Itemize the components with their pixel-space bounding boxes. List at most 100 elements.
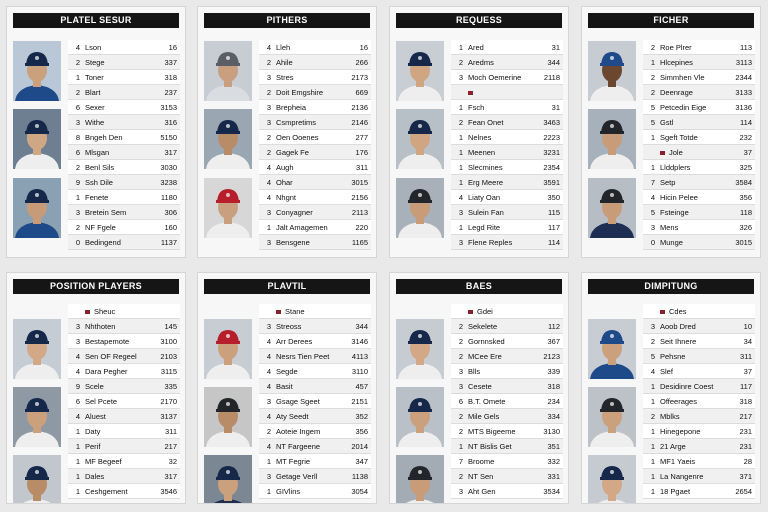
player-photo[interactable] (396, 41, 444, 101)
list-item[interactable]: 5 Pehsne 311 (643, 349, 755, 364)
player-photo[interactable] (204, 387, 252, 447)
list-item[interactable]: 3 Moch Oemerine 2118 (451, 70, 563, 85)
list-item[interactable]: 3 Nhthoten 145 (68, 319, 180, 334)
list-item[interactable]: 1 Jalt Amagemen 220 (259, 220, 371, 235)
list-item[interactable]: 1 Fenete 1180 (68, 190, 180, 205)
list-item[interactable]: 3 Bretein Sem 306 (68, 205, 180, 220)
list-item[interactable]: 3 Brepheia 2136 (259, 100, 371, 115)
list-item[interactable]: 2 Ahile 266 (259, 55, 371, 70)
list-item[interactable]: 2 NF Fgele 160 (68, 220, 180, 235)
list-item[interactable]: 3 Mens 326 (643, 220, 755, 235)
list-item[interactable]: Gdei (451, 304, 563, 319)
list-item[interactable]: 4 Liaty Oan 350 (451, 190, 563, 205)
list-item[interactable]: 4 Sen OF Regeel 2103 (68, 349, 180, 364)
list-item[interactable]: 2 Aoteie Ingem 356 (259, 424, 371, 439)
list-item[interactable]: 8 Bngeh Den 5150 (68, 130, 180, 145)
list-item[interactable]: 4 Aluest 3137 (68, 409, 180, 424)
player-photo[interactable] (588, 41, 636, 101)
list-item[interactable]: 1 Slecmines 2354 (451, 160, 563, 175)
list-item[interactable]: Stane (259, 304, 371, 319)
list-item[interactable]: 2 Oen Ooenes 277 (259, 130, 371, 145)
list-item[interactable]: 3 Withe 316 (68, 115, 180, 130)
list-item[interactable]: 0 Munge 3015 (643, 235, 755, 250)
list-item[interactable]: 1 GIVlins 3054 (259, 484, 371, 499)
list-item[interactable]: 7 Setp 3584 (643, 175, 755, 190)
list-item[interactable]: 3 Cesete 318 (451, 379, 563, 394)
list-item[interactable]: 6 B.T. Omete 234 (451, 394, 563, 409)
list-item[interactable]: 2 Deenrage 3133 (643, 85, 755, 100)
list-item[interactable]: 1 Offeerages 318 (643, 394, 755, 409)
list-item[interactable]: 4 Aty Seedt 352 (259, 409, 371, 424)
player-photo[interactable] (396, 455, 444, 503)
list-item[interactable]: 1 Legd Rite 117 (451, 220, 563, 235)
list-item[interactable]: 4 Lson 16 (68, 40, 180, 55)
list-item[interactable]: 3 Sulein Fan 115 (451, 205, 563, 220)
list-item[interactable]: 2 Mile Gels 334 (451, 409, 563, 424)
list-item[interactable]: 3 Flene Reples 114 (451, 235, 563, 250)
list-item[interactable]: 1 Desidinre Coest 117 (643, 379, 755, 394)
list-item[interactable]: 3 Conyagner 2113 (259, 205, 371, 220)
list-item[interactable]: Jole 37 (643, 145, 755, 160)
list-item[interactable]: 2 Sekelete 112 (451, 319, 563, 334)
list-item[interactable]: 3 Streoss 344 (259, 319, 371, 334)
list-item[interactable]: 2 Benl Sils 3030 (68, 160, 180, 175)
list-item[interactable]: 1 Ceshgement 3546 (68, 484, 180, 499)
list-item[interactable]: 1 Nelnes 2223 (451, 130, 563, 145)
list-item[interactable]: 5 Gstl 114 (643, 115, 755, 130)
list-item[interactable]: 4 Slef 37 (643, 364, 755, 379)
player-photo[interactable] (396, 387, 444, 447)
list-item[interactable]: 1 La Nangenre 371 (643, 469, 755, 484)
list-item[interactable]: 2 NT Sen 331 (451, 469, 563, 484)
list-item[interactable]: 1 MT Fegrie 347 (259, 454, 371, 469)
player-photo[interactable] (204, 178, 252, 238)
list-item[interactable]: 1 Erg Meere 3591 (451, 175, 563, 190)
list-item[interactable]: 3 Aht Gen 3534 (451, 484, 563, 499)
player-photo[interactable] (204, 109, 252, 169)
list-item[interactable]: 1 Hinegepone 231 (643, 424, 755, 439)
list-item[interactable]: 1 Ared 31 (451, 40, 563, 55)
list-item[interactable]: 2 Fean Onet 3463 (451, 115, 563, 130)
list-item[interactable]: 1 Sgeft Totde 232 (643, 130, 755, 145)
list-item[interactable]: 2 Aredms 344 (451, 55, 563, 70)
player-photo[interactable] (396, 319, 444, 379)
list-item[interactable]: 2 MCee Ere 2123 (451, 349, 563, 364)
list-item[interactable]: 2 Simmhen Vle 2344 (643, 70, 755, 85)
list-item[interactable]: 3 Blls 339 (451, 364, 563, 379)
list-item[interactable]: 1 Perif 217 (68, 439, 180, 454)
list-item[interactable]: 1 NT Bislis Get 351 (451, 439, 563, 454)
list-item[interactable]: 2 Gagek Fe 176 (259, 145, 371, 160)
list-item[interactable]: 2 Roe Plrer 113 (643, 40, 755, 55)
player-photo[interactable] (588, 109, 636, 169)
list-item[interactable]: 4 Segde 3110 (259, 364, 371, 379)
list-item[interactable]: 6 Sexer 3153 (68, 100, 180, 115)
list-item[interactable]: 1 Fsch 31 (451, 100, 563, 115)
list-item[interactable]: 2 Doit Emgshire 669 (259, 85, 371, 100)
player-photo[interactable] (204, 319, 252, 379)
list-item[interactable]: 2 MTS Bigeeme 3130 (451, 424, 563, 439)
list-item[interactable]: 5 Fsteinge 118 (643, 205, 755, 220)
list-item[interactable]: 3 Getage Verll 1138 (259, 469, 371, 484)
list-item[interactable]: 4 Ohar 3015 (259, 175, 371, 190)
list-item[interactable]: 2 Stege 337 (68, 55, 180, 70)
player-photo[interactable] (588, 455, 636, 503)
list-item[interactable] (451, 85, 563, 100)
player-photo[interactable] (396, 178, 444, 238)
list-item[interactable]: 0 Bedingend 1137 (68, 235, 180, 250)
list-item[interactable]: 4 NT Fargeene 2014 (259, 439, 371, 454)
list-item[interactable]: 6 Mlsgan 317 (68, 145, 180, 160)
list-item[interactable]: 1 MF Begeef 32 (68, 454, 180, 469)
list-item[interactable]: 4 Dara Pegher 3115 (68, 364, 180, 379)
list-item[interactable]: 3 Gsage Sgeet 2151 (259, 394, 371, 409)
list-item[interactable]: 2 Gornnsked 367 (451, 334, 563, 349)
player-photo[interactable] (588, 319, 636, 379)
player-photo[interactable] (13, 109, 61, 169)
list-item[interactable]: 7 Broome 332 (451, 454, 563, 469)
list-item[interactable]: Sheuc (68, 304, 180, 319)
list-item[interactable]: 4 Augh 311 (259, 160, 371, 175)
player-photo[interactable] (13, 41, 61, 101)
list-item[interactable]: 1 21 Arge 231 (643, 439, 755, 454)
player-photo[interactable] (588, 178, 636, 238)
list-item[interactable]: 1 Daty 311 (68, 424, 180, 439)
player-photo[interactable] (396, 109, 444, 169)
list-item[interactable]: 1 Hlcepines 3113 (643, 55, 755, 70)
